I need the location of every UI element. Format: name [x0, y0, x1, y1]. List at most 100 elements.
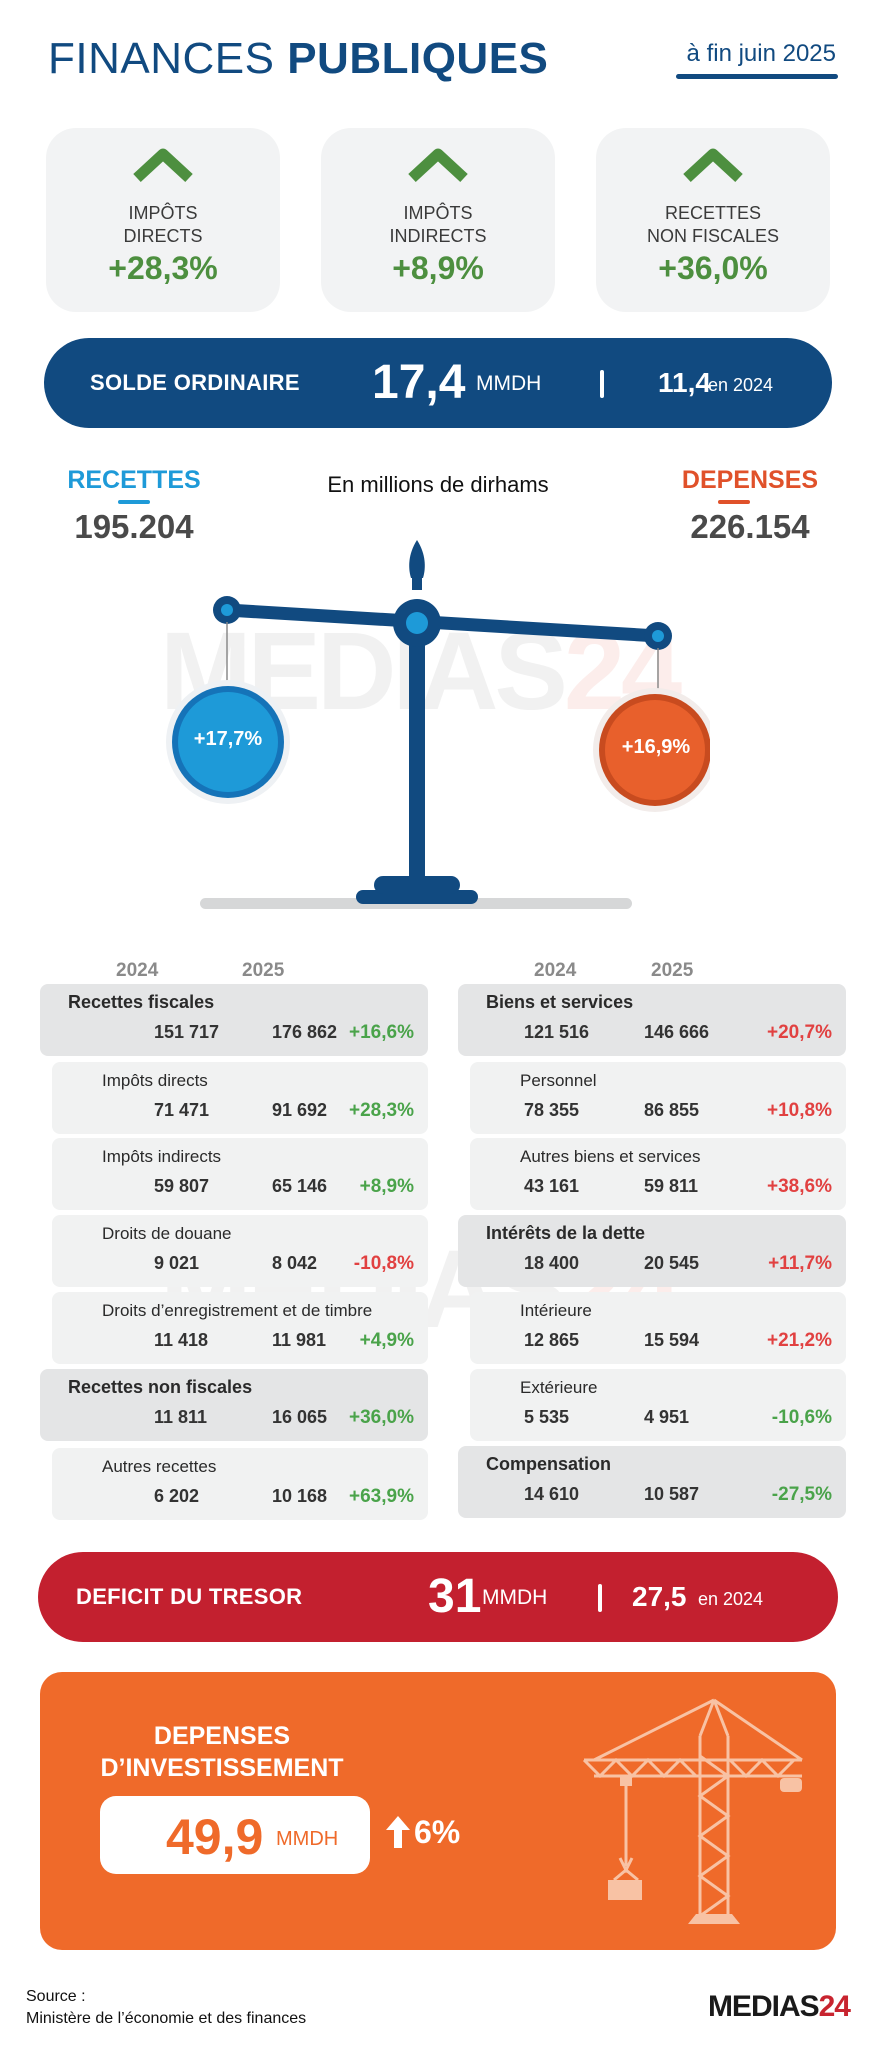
- table-row: Extérieure 5 535 4 951 -10,6%: [470, 1369, 846, 1441]
- growth-pct: +8,9%: [359, 1176, 414, 1197]
- table-row: Compensation 14 610 10 587 -27,5%: [458, 1446, 846, 1518]
- depenses-label: DEPENSES: [681, 466, 819, 494]
- depenses-total: 226.154: [690, 508, 810, 545]
- investissement-label: DEPENSES D’INVESTISSEMENT: [100, 1722, 344, 1782]
- recettes-total: 195.204: [74, 508, 194, 545]
- value-2025: 11 981: [272, 1330, 327, 1350]
- growth-pct: +4,9%: [359, 1330, 414, 1351]
- table-row: Impôts indirects 59 807 65 146 +8,9%: [52, 1138, 428, 1210]
- row-label: Impôts indirects: [102, 1147, 222, 1166]
- row-label: Compensation: [486, 1454, 612, 1474]
- chevron-up-icon: [133, 148, 193, 183]
- deficit-prev-suffix: en 2024: [698, 1589, 764, 1609]
- growth-pct: +36,0%: [349, 1407, 414, 1428]
- growth-pct: +11,7%: [768, 1253, 832, 1274]
- kpi-card-recettes-non-fiscales: Recettes non fiscales +36,0%: [596, 128, 830, 312]
- solde-unit: MMDH: [476, 372, 542, 395]
- table-row: Autres biens et services 43 161 59 811 +38,…: [470, 1138, 846, 1210]
- solde-prev-suffix: en 2024: [708, 375, 774, 395]
- table-row: Recettes fiscales 151 717 176 862 +16,6%: [40, 984, 428, 1056]
- table-row: Biens et services 121 516 146 666 +20,7%: [458, 984, 846, 1056]
- medias24-logo: MEDIAS24: [707, 1990, 851, 2023]
- value-2024: 9 021: [154, 1253, 200, 1273]
- col-year-2024: 2024: [534, 960, 577, 981]
- deficit-prev-value: 27,5: [632, 1581, 687, 1612]
- kpi-label: Impôts indirects: [389, 203, 487, 246]
- growth-pct: -10,8%: [353, 1253, 414, 1274]
- balance-scale-illustration: [166, 540, 710, 909]
- value-2025: 10 168: [272, 1486, 328, 1506]
- table-row: Droits de douane 9 021 8 042 -10,8%: [52, 1215, 428, 1287]
- value-2024: 11 418: [154, 1330, 209, 1350]
- source-note: Source : Ministère de l’économie et des …: [26, 1988, 307, 2027]
- title-bold: PUBLIQUES: [287, 34, 549, 83]
- growth-pct: +10,8%: [767, 1100, 832, 1121]
- deficit-unit: MMDH: [482, 1586, 548, 1609]
- value-2024: 12 865: [524, 1330, 580, 1350]
- recettes-underline: [118, 500, 150, 504]
- row-label: Intérêts de la dette: [486, 1223, 646, 1243]
- value-2025: 65 146: [272, 1176, 328, 1196]
- value-2024: 18 400: [524, 1253, 580, 1273]
- kpi-label: Impôts directs: [123, 203, 203, 246]
- depenses-growth-badge: +16,9%: [621, 736, 691, 758]
- row-label: Droits d’enregistrement et de timbre: [102, 1301, 373, 1320]
- value-2025: 4 951: [644, 1407, 690, 1427]
- table-row: Intérieure 12 865 15 594 +21,2%: [470, 1292, 846, 1364]
- value-2025: 91 692: [272, 1100, 328, 1120]
- row-label: Personnel: [520, 1071, 597, 1090]
- row-label: Impôts directs: [102, 1071, 208, 1090]
- crane-icon: [582, 1698, 803, 1924]
- deficit-tresor-banner: DEFICIT DU TRESOR 31 MMDH 27,5 en 2024: [38, 1552, 838, 1642]
- growth-pct: +38,6%: [767, 1176, 832, 1197]
- kpi-card-impots-indirects: Impôts indirects +8,9%: [321, 128, 555, 312]
- table-row: Recettes non fiscales 11 811 16 065 +36,0%: [40, 1369, 428, 1441]
- growth-pct: -27,5%: [771, 1484, 832, 1505]
- value-2025: 8 042: [272, 1253, 318, 1273]
- solde-ordinaire-banner: SOLDE ORDINAIRE 17,4 MMDH 11,4 en 2024: [44, 338, 832, 428]
- depenses-underline: [718, 500, 750, 504]
- row-label: Recettes non fiscales: [68, 1377, 253, 1397]
- value-2025: 86 855: [644, 1100, 700, 1120]
- value-2025: 15 594: [644, 1330, 700, 1350]
- units-subtitle: En millions de dirhams: [327, 472, 549, 497]
- table-row: Personnel 78 355 86 855 +10,8%: [470, 1062, 846, 1134]
- kpi-card-impots-directs: Impôts directs +28,3%: [46, 128, 280, 312]
- growth-pct: +28,3%: [349, 1100, 414, 1121]
- row-label: Biens et services: [486, 992, 634, 1012]
- row-label: Droits de douane: [102, 1224, 232, 1243]
- table-row: Impôts directs 71 471 91 692 +28,3%: [52, 1062, 428, 1134]
- row-label: Extérieure: [520, 1378, 598, 1397]
- value-2024: 151 717: [154, 1022, 220, 1042]
- investissement-value: 49,9: [166, 1809, 264, 1865]
- investissement-panel: DEPENSES D’INVESTISSEMENT 49,9 MMDH 6%: [40, 1672, 836, 1950]
- value-2024: 5 535: [524, 1407, 570, 1427]
- row-label: Recettes fiscales: [68, 992, 215, 1012]
- value-2025: 20 545: [644, 1253, 700, 1273]
- growth-pct: -10,6%: [771, 1407, 832, 1428]
- col-year-2025: 2025: [242, 960, 285, 981]
- solde-value: 17,4: [372, 356, 466, 409]
- value-2024: 59 807: [154, 1176, 210, 1196]
- kpi-label: Recettes non fiscales: [646, 203, 780, 246]
- title-light: FINANCES: [48, 34, 288, 83]
- kpi-value: +28,3%: [108, 250, 218, 286]
- value-2025: 16 065: [272, 1407, 328, 1427]
- deficit-value: 31: [428, 1570, 482, 1623]
- row-label: Autres biens et services: [520, 1147, 701, 1166]
- chevron-up-icon: [683, 148, 743, 183]
- row-label: Intérieure: [520, 1301, 592, 1320]
- table-row: Droits d’enregistrement et de timbre 11 4…: [52, 1292, 428, 1364]
- col-year-2024: 2024: [116, 960, 159, 981]
- table-row: Intérêts de la dette 18 400 20 545 +11,7%: [458, 1215, 846, 1287]
- investissement-unit: MMDH: [276, 1828, 339, 1850]
- value-2025: 59 811: [644, 1176, 699, 1196]
- value-2024: 43 161: [524, 1176, 580, 1196]
- recettes-label: RECETTES: [67, 466, 201, 494]
- value-2025: 10 587: [644, 1484, 700, 1504]
- page-title: FINANCES PUBLIQUES: [48, 34, 548, 84]
- value-2024: 121 516: [524, 1022, 590, 1042]
- deficit-label: DEFICIT DU TRESOR: [76, 1584, 303, 1609]
- solde-label: SOLDE ORDINAIRE: [90, 370, 300, 395]
- row-label: Autres recettes: [102, 1457, 217, 1476]
